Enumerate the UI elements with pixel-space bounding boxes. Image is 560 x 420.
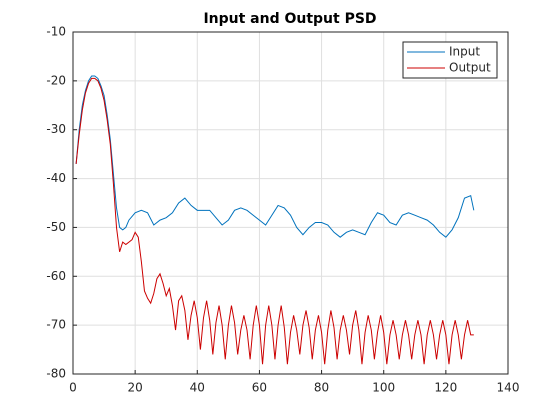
data-line	[75, 75, 475, 238]
x-tick-label: 40	[190, 381, 205, 395]
x-tick-label: 120	[434, 381, 457, 395]
x-tick-label: 100	[372, 381, 395, 395]
x-tick-label: 80	[314, 381, 329, 395]
chart-title: Input and Output PSD	[203, 11, 376, 27]
legend-label: Input	[449, 45, 480, 59]
data-line	[75, 77, 474, 365]
y-tick-label: -70	[46, 318, 66, 332]
y-tick-label: -30	[46, 122, 66, 136]
plot-area	[73, 32, 508, 374]
y-tick-label: -50	[46, 220, 66, 234]
legend-box	[402, 41, 498, 79]
x-tick-label: 20	[128, 381, 143, 395]
y-tick-label: -10	[46, 25, 66, 39]
x-tick-label: 0	[69, 381, 77, 395]
y-tick-label: -60	[46, 269, 66, 283]
x-tick-label: 60	[252, 381, 267, 395]
y-tick-label: -40	[46, 171, 66, 185]
x-tick-label: 140	[497, 381, 520, 395]
axes-box	[72, 31, 509, 375]
y-tick-label: -20	[46, 73, 66, 87]
legend-label: Output	[449, 61, 491, 75]
y-tick-label: -80	[46, 367, 66, 381]
legend: Input Output	[402, 41, 498, 79]
